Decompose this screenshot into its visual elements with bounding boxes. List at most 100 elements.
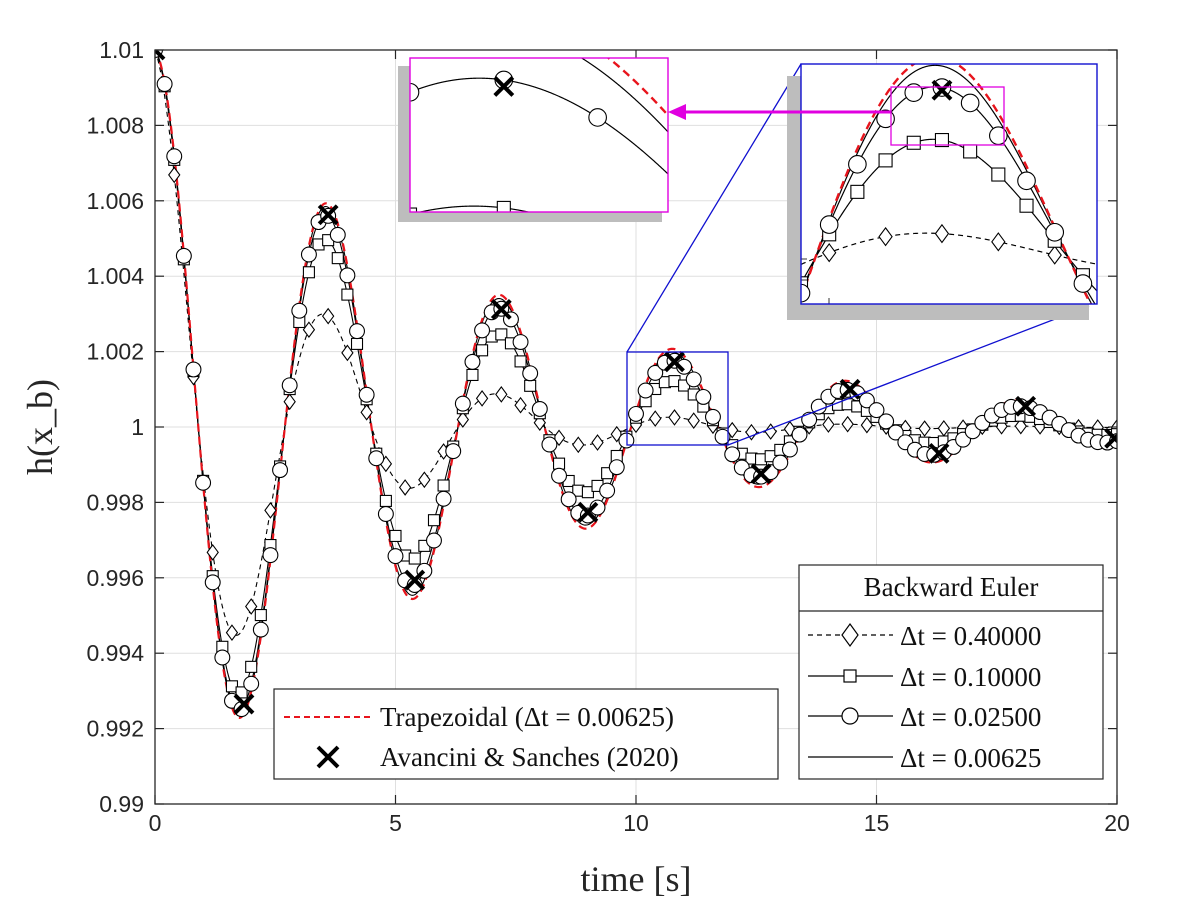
marker-circle <box>291 302 308 319</box>
y-tick-label: 1.002 <box>86 339 144 365</box>
zoom-marker-square <box>934 133 950 148</box>
zoom-inset-frame <box>800 63 1098 305</box>
marker-circle <box>185 361 202 378</box>
legend-marker-square <box>843 669 857 683</box>
marker-circle <box>214 649 231 666</box>
marker-diamond <box>360 403 373 421</box>
zoom-region-box <box>626 351 729 446</box>
legend-label-dt-0.1: Δt = 0.10000 <box>900 662 1041 692</box>
marker-square <box>514 355 527 368</box>
reference-point <box>750 463 772 485</box>
x-tick-label: 10 <box>623 810 649 836</box>
marker-circle <box>195 474 212 491</box>
legend-label-dt-0.00625: Δt = 0.00625 <box>900 743 1041 773</box>
zoom-marker-circle <box>1017 171 1036 191</box>
zoom-marker-circle <box>960 93 980 113</box>
reference-point <box>577 501 599 523</box>
marker-circle <box>281 377 298 394</box>
marker-circle <box>781 441 798 458</box>
x-tick-label: 15 <box>864 810 890 836</box>
marker-circle <box>599 482 616 499</box>
marker-diamond <box>321 307 335 325</box>
marker-circle <box>445 443 462 460</box>
marker-circle <box>551 467 568 484</box>
marker-circle <box>387 548 404 565</box>
legend-right: Backward Euler Δt = 0.40000 Δt = 0.10000… <box>798 564 1104 780</box>
detail-arrow <box>668 104 891 120</box>
marker-circle <box>695 388 712 405</box>
marker-diamond <box>1014 417 1027 435</box>
marker-diamond <box>225 624 239 641</box>
reference-point <box>317 204 339 226</box>
marker-square <box>331 252 344 265</box>
marker-diamond <box>245 598 258 615</box>
detail-inset-frame <box>409 57 669 213</box>
reference-point <box>664 351 685 373</box>
zoom-reference-point <box>931 79 953 101</box>
marker-square <box>225 680 239 693</box>
zoom-marker-diamond <box>878 226 893 247</box>
marker-diamond <box>283 393 296 411</box>
marker-square <box>235 686 248 699</box>
marker-circle <box>647 364 664 381</box>
y-axis-label: h(x_b) <box>20 379 60 475</box>
marker-circle <box>868 402 885 419</box>
marker-circle <box>272 462 289 479</box>
marker-diamond <box>822 416 835 433</box>
zoom-marker-square <box>1019 198 1034 213</box>
legend-label-reference: Avancini & Sanches (2020) <box>380 742 679 772</box>
marker-circle <box>801 411 818 428</box>
marker-circle <box>887 424 904 441</box>
reference-point <box>928 442 950 464</box>
marker-circle <box>512 334 529 351</box>
marker-circle <box>339 267 356 284</box>
zoom-inset <box>787 63 1098 320</box>
marker-diamond <box>764 423 777 440</box>
detail-inset-background <box>410 58 668 212</box>
zoom-marker-square <box>850 184 865 199</box>
detail-series-line-2 <box>417 205 532 212</box>
reference-point <box>404 569 426 591</box>
marker-square <box>389 529 402 542</box>
detail-series-line-3 <box>410 77 668 175</box>
marker-square <box>437 479 450 492</box>
marker-circle <box>541 436 558 453</box>
marker-diamond <box>398 479 412 496</box>
marker-circle <box>714 428 731 445</box>
y-tick-label: 0.994 <box>86 640 144 666</box>
reference-point <box>155 50 166 61</box>
marker-circle <box>724 446 741 463</box>
marker-circle <box>329 226 346 243</box>
marker-square <box>466 368 479 382</box>
marker-circle <box>772 454 789 471</box>
marker-circle <box>704 408 721 425</box>
marker-diamond <box>206 543 219 561</box>
marker-square <box>302 266 315 279</box>
marker-diamond <box>745 423 758 441</box>
marker-square <box>495 328 508 341</box>
legend-label-dt-0.4: Δt = 0.40000 <box>900 621 1041 651</box>
marker-diamond <box>841 415 854 433</box>
marker-circle <box>685 371 702 388</box>
zoom-series-line-1 <box>801 232 1097 265</box>
data-layer <box>155 50 1117 719</box>
marker-diamond <box>264 502 277 519</box>
marker-diamond <box>687 412 700 429</box>
zoom-marker-square <box>963 144 978 159</box>
marker-circle <box>377 506 394 523</box>
marker-diamond <box>456 411 470 428</box>
y-tick-label: 1 <box>131 414 144 440</box>
marker-circle <box>791 426 808 443</box>
marker-square <box>524 379 537 392</box>
legend-label-dt-0.025: Δt = 0.02500 <box>900 702 1041 732</box>
marker-circle <box>349 323 365 340</box>
y-tick-label: 1.006 <box>86 188 144 214</box>
marker-circle <box>252 621 269 638</box>
zoom-marker-circle <box>819 215 839 234</box>
marker-diamond <box>533 414 546 432</box>
y-tick-label: 0.998 <box>86 489 144 515</box>
marker-circle <box>175 247 192 264</box>
marker-circle <box>435 490 452 507</box>
y-tick-label: 0.996 <box>86 565 144 591</box>
reference-point <box>1104 427 1117 449</box>
